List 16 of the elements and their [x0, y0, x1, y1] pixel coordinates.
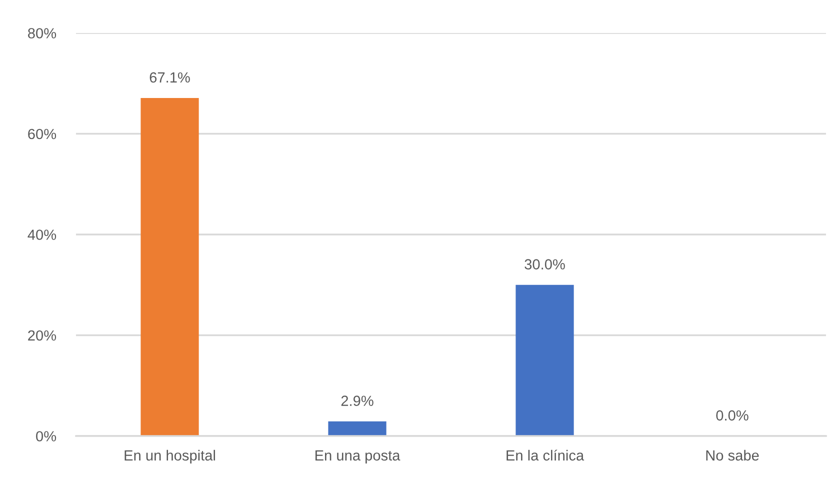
data-label: 67.1%	[150, 72, 190, 83]
x-tick-label: No sabe	[706, 450, 759, 461]
data-label: 30.0%	[524, 259, 565, 270]
x-tick-label: En la clínica	[506, 450, 584, 461]
data-label: 0.0%	[716, 410, 748, 421]
y-tick-label: 0%	[36, 431, 56, 442]
bar	[516, 284, 574, 436]
x-tick-label: En un hospital	[124, 450, 215, 464]
bar	[328, 421, 386, 436]
y-tick-label: 60%	[28, 128, 56, 140]
bar	[140, 98, 199, 436]
x-tick-label: En una posta	[315, 450, 400, 464]
data-label: 2.9%	[341, 396, 374, 406]
y-tick-label: 40%	[28, 230, 56, 240]
y-tick-label: 80%	[28, 28, 56, 38]
y-tick-label: 20%	[28, 330, 56, 341]
